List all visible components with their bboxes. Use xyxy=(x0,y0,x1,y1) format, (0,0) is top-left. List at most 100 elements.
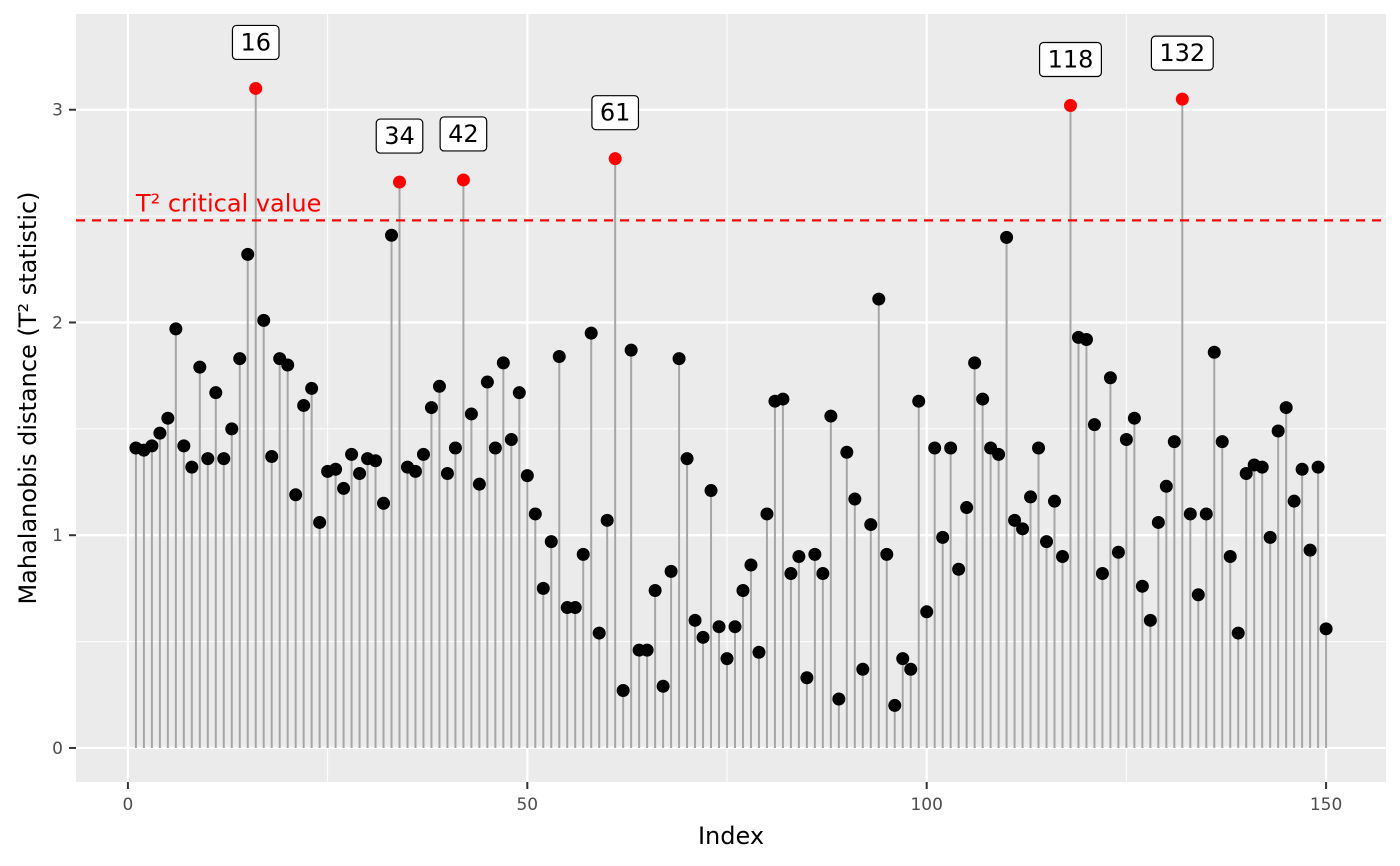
data-point xyxy=(337,481,351,495)
data-point xyxy=(424,401,438,415)
data-point xyxy=(672,352,686,366)
y-tick-label: 2 xyxy=(52,313,63,333)
outlier-label: 34 xyxy=(375,118,424,154)
data-point xyxy=(1263,530,1277,544)
data-point xyxy=(1087,418,1101,432)
outlier-label-text: 132 xyxy=(1159,39,1205,67)
data-point xyxy=(177,439,191,453)
data-point xyxy=(944,441,958,455)
data-point xyxy=(1207,345,1221,359)
data-point xyxy=(792,549,806,563)
data-points xyxy=(129,81,1333,712)
data-point xyxy=(297,398,311,412)
stems xyxy=(134,88,1328,748)
data-point xyxy=(840,445,854,459)
data-point xyxy=(616,684,630,698)
data-point xyxy=(800,671,814,685)
outlier-label-text: 61 xyxy=(600,99,631,127)
data-point xyxy=(1223,549,1237,563)
data-point xyxy=(1032,441,1046,455)
outlier-point xyxy=(456,173,470,187)
data-point xyxy=(592,626,606,640)
x-tick-label: 50 xyxy=(516,795,538,815)
outlier-label: 132 xyxy=(1150,35,1214,71)
data-point xyxy=(760,507,774,521)
outlier-label-box xyxy=(231,24,280,61)
outlier-label: 42 xyxy=(439,116,488,152)
data-point xyxy=(193,360,207,374)
data-point xyxy=(720,652,734,666)
data-point xyxy=(1024,490,1038,504)
data-point xyxy=(712,620,726,634)
data-point xyxy=(1271,424,1285,438)
data-point xyxy=(1311,460,1325,474)
data-point xyxy=(1000,230,1014,244)
data-point xyxy=(1167,435,1181,449)
data-point xyxy=(1191,588,1205,602)
data-point xyxy=(161,411,175,425)
data-point xyxy=(536,581,550,595)
data-point xyxy=(1295,462,1309,476)
data-point xyxy=(153,426,167,440)
y-axis: 0 1 2 3 xyxy=(52,101,76,759)
outlier-label-text: 42 xyxy=(448,120,479,148)
data-point xyxy=(1040,535,1054,549)
data-point xyxy=(1103,371,1117,385)
data-point xyxy=(872,292,886,306)
data-point xyxy=(640,643,654,657)
data-point xyxy=(776,392,790,406)
data-point xyxy=(680,452,694,466)
x-axis: 0 50 100 150 xyxy=(123,782,1342,815)
data-point xyxy=(1231,626,1245,640)
data-point xyxy=(992,447,1006,461)
outlier-label: 61 xyxy=(591,95,640,131)
data-point xyxy=(688,613,702,627)
data-point xyxy=(520,469,534,483)
outlier-label-text: 16 xyxy=(240,28,271,56)
data-point xyxy=(744,558,758,572)
data-point xyxy=(808,547,822,561)
data-point xyxy=(504,432,518,446)
data-point xyxy=(856,662,870,676)
data-point xyxy=(1183,507,1197,521)
x-axis-title: Index xyxy=(698,822,764,850)
data-point xyxy=(1079,332,1093,346)
outlier-labels: 16 34 42 61 118 132 xyxy=(231,24,1214,154)
data-point xyxy=(1111,545,1125,559)
data-point xyxy=(904,662,918,676)
data-point xyxy=(728,620,742,634)
data-point xyxy=(217,452,231,466)
data-point xyxy=(936,530,950,544)
data-point xyxy=(816,567,830,581)
data-point xyxy=(864,518,878,532)
data-point xyxy=(225,422,239,436)
data-point xyxy=(1055,549,1069,563)
data-point xyxy=(1159,479,1173,493)
y-tick-label: 3 xyxy=(52,101,63,121)
data-point xyxy=(257,313,271,327)
data-point xyxy=(185,460,199,474)
data-point xyxy=(664,564,678,578)
data-point xyxy=(552,350,566,364)
x-tick-label: 100 xyxy=(910,795,942,815)
outlier-point xyxy=(608,152,622,166)
data-point xyxy=(496,356,510,370)
data-point xyxy=(313,515,327,529)
outlier-label: 16 xyxy=(231,24,280,61)
data-point xyxy=(1239,467,1253,481)
y-tick-label: 0 xyxy=(52,739,63,759)
data-point xyxy=(289,488,303,502)
data-point xyxy=(880,547,894,561)
outlier-label-box xyxy=(439,116,488,152)
data-point xyxy=(305,381,319,395)
data-point xyxy=(784,567,798,581)
data-point xyxy=(416,447,430,461)
data-point xyxy=(1048,494,1062,508)
outlier-point xyxy=(1175,92,1189,106)
outlier-point xyxy=(1063,98,1077,112)
data-point xyxy=(145,439,159,453)
data-point xyxy=(1215,435,1229,449)
data-point xyxy=(544,535,558,549)
data-point xyxy=(1135,579,1149,593)
data-point xyxy=(1151,515,1165,529)
